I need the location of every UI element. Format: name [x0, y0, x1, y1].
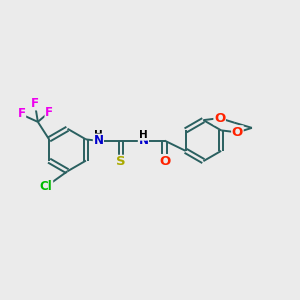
- Text: S: S: [116, 155, 126, 168]
- Text: O: O: [159, 154, 170, 168]
- Text: F: F: [18, 107, 26, 120]
- Text: N: N: [93, 134, 103, 147]
- Text: H: H: [139, 130, 148, 140]
- Text: N: N: [138, 134, 148, 147]
- Text: Cl: Cl: [40, 180, 52, 193]
- Text: F: F: [31, 97, 39, 110]
- Text: H: H: [94, 130, 103, 140]
- Text: O: O: [214, 112, 225, 124]
- Text: F: F: [45, 106, 53, 119]
- Text: O: O: [232, 126, 243, 139]
